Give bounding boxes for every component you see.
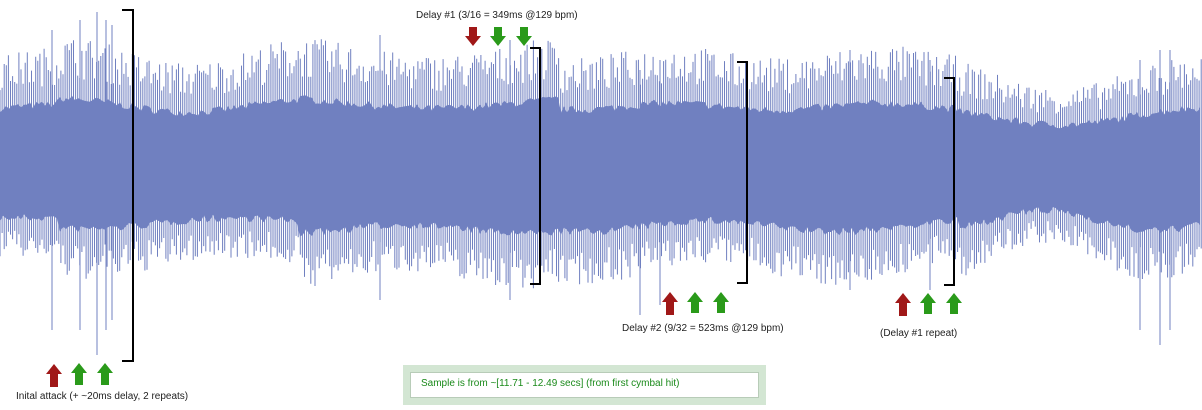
primary-arrow-up-icon xyxy=(895,293,911,316)
delay-arrow-down-icon xyxy=(490,27,506,46)
arrow-group-delay-2 xyxy=(662,292,729,315)
delay-arrow-up-icon xyxy=(71,363,87,385)
audio-waveform xyxy=(0,12,1202,355)
bracket-delay-2 xyxy=(737,61,748,284)
delay-arrow-up-icon xyxy=(946,293,962,314)
primary-arrow-up-icon xyxy=(46,364,62,387)
delay-2-label: Delay #2 (9/32 = 523ms @129 bpm) xyxy=(622,323,784,334)
delay-arrow-up-icon xyxy=(687,292,703,313)
bracket-delay-1 xyxy=(530,47,541,285)
bracket-initial xyxy=(122,9,134,362)
waveform-body xyxy=(0,95,1200,237)
delay-1-label: Delay #1 (3/16 = 349ms @129 bpm) xyxy=(416,10,578,21)
sample-note-box: Sample is from ~[11.71 - 12.49 secs] (fr… xyxy=(403,365,766,405)
primary-arrow-up-icon xyxy=(662,292,678,315)
bracket-delay-1-repeat xyxy=(944,77,955,286)
sample-note-text: Sample is from ~[11.71 - 12.49 secs] (fr… xyxy=(410,372,759,398)
waveform-samples xyxy=(0,12,1202,355)
arrow-group-delay-1-repeat xyxy=(895,293,962,316)
initial-attack-label: Inital attack (+ ~20ms delay, 2 repeats) xyxy=(16,391,189,402)
delay-1-repeat-label: (Delay #1 repeat) xyxy=(880,328,958,339)
arrow-group-delay-1 xyxy=(465,27,532,46)
arrow-group-initial-attack xyxy=(46,363,113,387)
primary-arrow-down-icon xyxy=(465,27,481,46)
delay-arrow-down-icon xyxy=(516,27,532,46)
delay-arrow-up-icon xyxy=(920,293,936,314)
delay-arrow-up-icon xyxy=(97,363,113,385)
delay-arrow-up-icon xyxy=(713,292,729,313)
